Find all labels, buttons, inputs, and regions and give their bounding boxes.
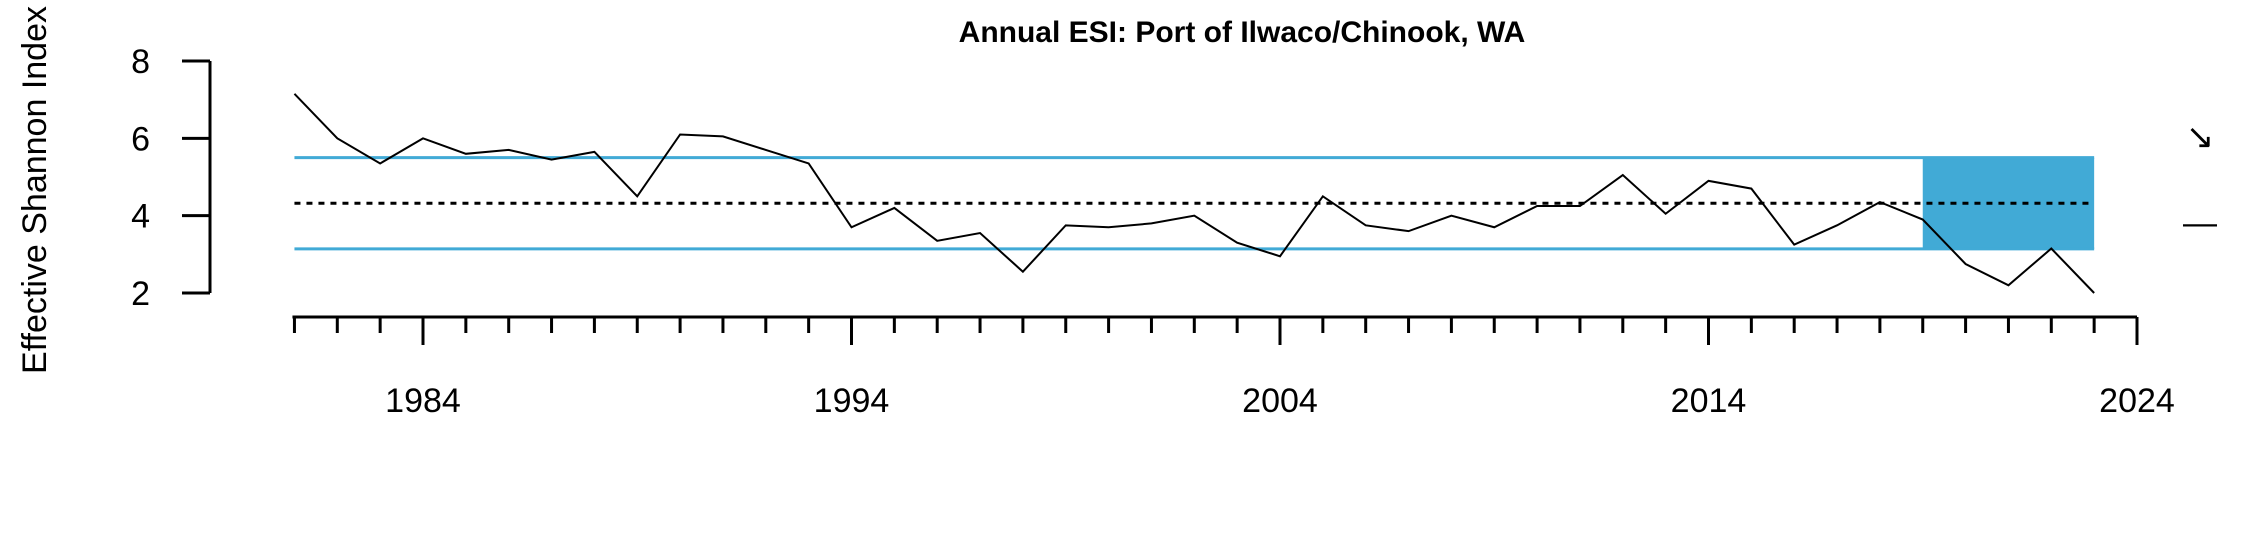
y-tick-label: 2 [131,275,150,313]
recent-years-shade [1922,157,2095,249]
y-axis-label: Effective Shannon Index [16,6,54,374]
chart-title: Annual ESI: Port of Ilwaco/Chinook, WA [959,16,1526,49]
y-tick-label: 8 [131,43,150,81]
x-tick-label: 2004 [1242,382,1318,420]
y-tick-label: 6 [131,120,150,158]
esi-series-line [293,93,2095,294]
x-tick-label: 1994 [814,382,890,420]
x-axis: 1984 1994 2004 2014 2024 [292,315,2175,420]
y-axis: 2 4 6 8 [131,43,212,313]
mean-comparison-icon: — [2183,204,2217,242]
x-tick-label: 1984 [385,382,461,420]
trend-arrow-icon: ↘ [2186,118,2215,156]
x-tick-label: 2014 [1671,382,1747,420]
y-tick-label: 4 [131,198,150,236]
x-tick-label: 2024 [2099,382,2175,420]
